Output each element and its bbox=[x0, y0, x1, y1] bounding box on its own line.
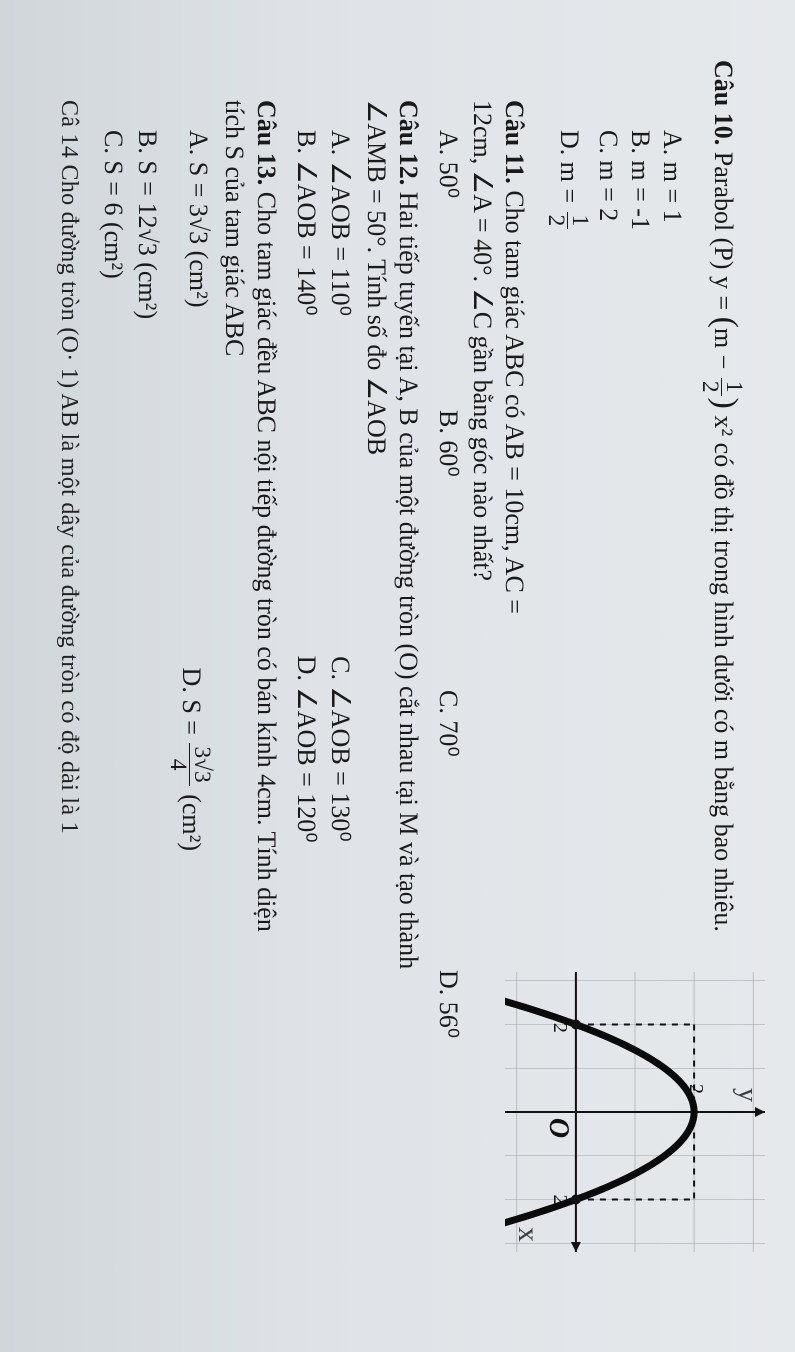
q12-label: Câu 12. bbox=[394, 100, 423, 185]
graph-svg: 2 -2 2 O bbox=[505, 972, 765, 1252]
y-axis-hand-label: y bbox=[731, 1088, 763, 1102]
q13-label: Câu 13. bbox=[252, 100, 281, 185]
q11-label: Câu 11. bbox=[500, 100, 529, 184]
q10-label: Câu 10. bbox=[709, 60, 738, 145]
q13-opt-b: B. S = 12√3 (cm²) bbox=[132, 130, 162, 1292]
fraction: 1 2 bbox=[543, 212, 591, 230]
q11-opt-b: B. 60⁰ bbox=[433, 410, 463, 590]
q11-opt-c: C. 70⁰ bbox=[433, 690, 463, 870]
q13-stem: Câu 13. Cho tam giác đều ABC nội tiếp đư… bbox=[251, 100, 281, 1292]
q12-options-row2: B. ∠AOB = 140⁰ D. ∠AOB = 120⁰ bbox=[291, 130, 321, 1292]
q11-options: A. 50⁰ B. 60⁰ C. 70⁰ D. 56⁰ bbox=[433, 130, 463, 1292]
svg-text:O: O bbox=[543, 1118, 574, 1138]
q12-opt-b: B. ∠AOB = 140⁰ bbox=[291, 130, 321, 316]
q13-stem-line2: tích S của tam giác ABC bbox=[219, 100, 249, 1292]
page: Câu 10. Parabol (P) y = (m − 1 2 ) x² có… bbox=[0, 0, 795, 1352]
q12-stem-line2: ∠AMB = 50°. Tính số đo ∠AOB bbox=[361, 100, 391, 1292]
x-axis-hand-label: x bbox=[511, 1227, 545, 1242]
q12-options-row1: A. ∠AOB = 110⁰ C. ∠AOB = 130⁰ bbox=[325, 130, 355, 1292]
q12-opt-a: A. ∠AOB = 110⁰ bbox=[325, 130, 355, 316]
cutoff-line: Câ 14 Cho đường tròn (O· 1) AB là một dâ… bbox=[55, 100, 82, 1292]
q13-opt-c: C. S = 6 (cm²) bbox=[98, 130, 128, 1292]
q12-opt-c: C. ∠AOB = 130⁰ bbox=[325, 656, 355, 842]
q13-opt-a: A. S = 3√3 (cm²) bbox=[166, 130, 214, 308]
q11-opt-a: A. 50⁰ bbox=[433, 130, 463, 310]
svg-text:2: 2 bbox=[549, 1195, 571, 1205]
q13-opt-d: D. S = 3√3 4 (cm²) bbox=[166, 668, 214, 852]
svg-text:2: 2 bbox=[685, 1084, 707, 1094]
q12-stem: Câu 12. Hai tiếp tuyến tại A, B của một … bbox=[393, 100, 423, 1292]
fraction: 3√3 4 bbox=[166, 743, 214, 785]
q13-options-row1: A. S = 3√3 (cm²) D. S = 3√3 4 (cm²) bbox=[166, 130, 214, 1292]
svg-text:-2: -2 bbox=[549, 1016, 571, 1033]
q11-stem-line2: 12cm, ∠A = 40°. ∠C gần bằng góc nào nhất… bbox=[467, 100, 497, 1292]
q12-opt-d: D. ∠AOB = 120⁰ bbox=[291, 656, 321, 843]
q11-opt-d: D. 56⁰ bbox=[433, 970, 463, 1150]
parabola-graph: y x 2 -2 2 O bbox=[505, 972, 765, 1252]
fraction: 1 2 bbox=[697, 378, 745, 396]
